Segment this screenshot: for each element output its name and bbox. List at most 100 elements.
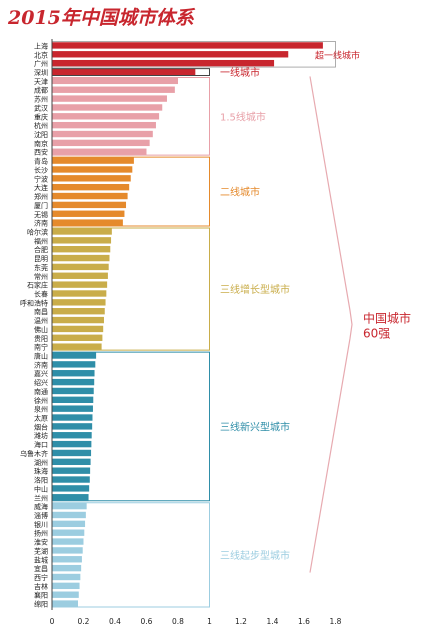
city-label: 武汉 <box>34 103 48 112</box>
x-tick-label: 1.4 <box>267 617 279 625</box>
x-tick-label: 0.6 <box>141 617 153 625</box>
bar <box>52 157 134 164</box>
summary-brace <box>309 76 353 573</box>
tier-bracket <box>52 351 210 502</box>
bar <box>52 51 289 58</box>
bar <box>52 237 112 244</box>
city-label: 中山 <box>34 484 48 493</box>
bars-group <box>52 42 323 607</box>
city-label: 太原 <box>34 414 48 423</box>
bar <box>52 467 91 474</box>
city-label: 威海 <box>34 502 48 511</box>
tier-bracket <box>52 227 210 351</box>
bar <box>52 538 84 545</box>
bar <box>52 130 153 138</box>
bar <box>52 148 147 155</box>
bar <box>52 308 105 315</box>
city-label: 郑州 <box>34 193 48 201</box>
city-label: 温州 <box>34 316 48 325</box>
bar <box>52 139 150 147</box>
x-tick-label: 1.6 <box>298 617 310 625</box>
city-label: 长沙 <box>34 165 48 174</box>
bar <box>52 246 111 253</box>
city-label: 重庆 <box>34 112 48 121</box>
bar <box>52 334 103 341</box>
bar <box>52 458 91 466</box>
bar <box>52 121 156 129</box>
city-label: 哈尔滨 <box>27 227 48 236</box>
bar <box>52 502 87 510</box>
x-axis: 0 0.2 0.4 0.6 0.8 1 1.2 1.4 1.6 1.8 <box>50 39 342 625</box>
x-tick-label: 1 <box>207 617 212 625</box>
city-label: 盐城 <box>34 555 48 564</box>
city-labels-group: 上海北京广州深圳天津成都苏州武汉重庆杭州沈阳南京西安青岛长沙宁波大连郑州厦门无锡… <box>20 41 48 608</box>
bar <box>52 600 78 607</box>
city-label: 成都 <box>34 86 48 95</box>
bar <box>52 343 102 350</box>
bar <box>52 396 94 403</box>
city-label: 泉州 <box>34 405 48 414</box>
city-label: 沈阳 <box>34 130 48 139</box>
tier-label: 三线增长型城市 <box>220 283 290 296</box>
bar <box>52 77 178 85</box>
city-label: 湖州 <box>34 458 48 467</box>
bar <box>52 564 82 572</box>
bar <box>52 449 92 457</box>
city-label: 宜昌 <box>34 564 48 573</box>
bar <box>52 42 323 49</box>
bar <box>52 556 82 563</box>
city-label: 南宁 <box>34 343 48 352</box>
x-tick-label: 1.8 <box>330 617 342 625</box>
bar <box>52 95 167 102</box>
bar <box>52 476 90 483</box>
city-label: 济南 <box>34 219 48 228</box>
x-tick-label: 0.4 <box>109 617 121 625</box>
city-label: 佛山 <box>34 325 48 334</box>
city-label: 淄博 <box>34 511 48 520</box>
tier-bracket <box>52 68 210 76</box>
summary-label-line2: 60强 <box>363 327 390 341</box>
city-label: 乌鲁木齐 <box>20 449 48 458</box>
city-label: 襄阳 <box>34 591 48 600</box>
bar <box>52 440 92 448</box>
city-label: 唐山 <box>34 352 48 361</box>
city-label: 常州 <box>34 272 48 281</box>
city-label: 嘉兴 <box>34 369 48 378</box>
city-label: 宁波 <box>34 174 48 183</box>
bar <box>52 68 196 76</box>
city-label: 芜湖 <box>34 546 48 555</box>
bar <box>52 192 128 200</box>
tier-bracket <box>52 156 210 227</box>
city-label: 贵阳 <box>34 334 48 343</box>
bar <box>52 423 93 430</box>
city-label: 昆明 <box>34 255 48 263</box>
city-label: 深圳 <box>34 68 48 77</box>
city-label: 济南 <box>34 360 48 369</box>
city-label: 青岛 <box>34 157 48 166</box>
city-label: 海口 <box>34 440 48 449</box>
city-label: 上海 <box>34 41 48 50</box>
bar <box>52 378 95 386</box>
bar <box>52 316 104 324</box>
city-label: 福州 <box>34 236 48 245</box>
city-label: 绵阳 <box>34 600 48 609</box>
tier-label: 二线城市 <box>220 186 260 199</box>
city-label: 无锡 <box>34 210 48 219</box>
bar <box>52 582 80 590</box>
bar <box>52 228 112 235</box>
bar <box>52 511 86 519</box>
x-tick-label: 0.8 <box>172 617 184 625</box>
bar <box>52 254 110 262</box>
city-label: 西安 <box>34 148 48 157</box>
bar <box>52 290 107 297</box>
bar <box>52 370 95 377</box>
x-tick-label: 0 <box>50 617 55 625</box>
bar <box>52 59 275 67</box>
summary-label-line1: 中国城市 <box>363 311 411 326</box>
bar <box>52 529 85 536</box>
chart-title: 2015年中国城市体系 <box>7 7 196 29</box>
bar <box>52 325 104 333</box>
